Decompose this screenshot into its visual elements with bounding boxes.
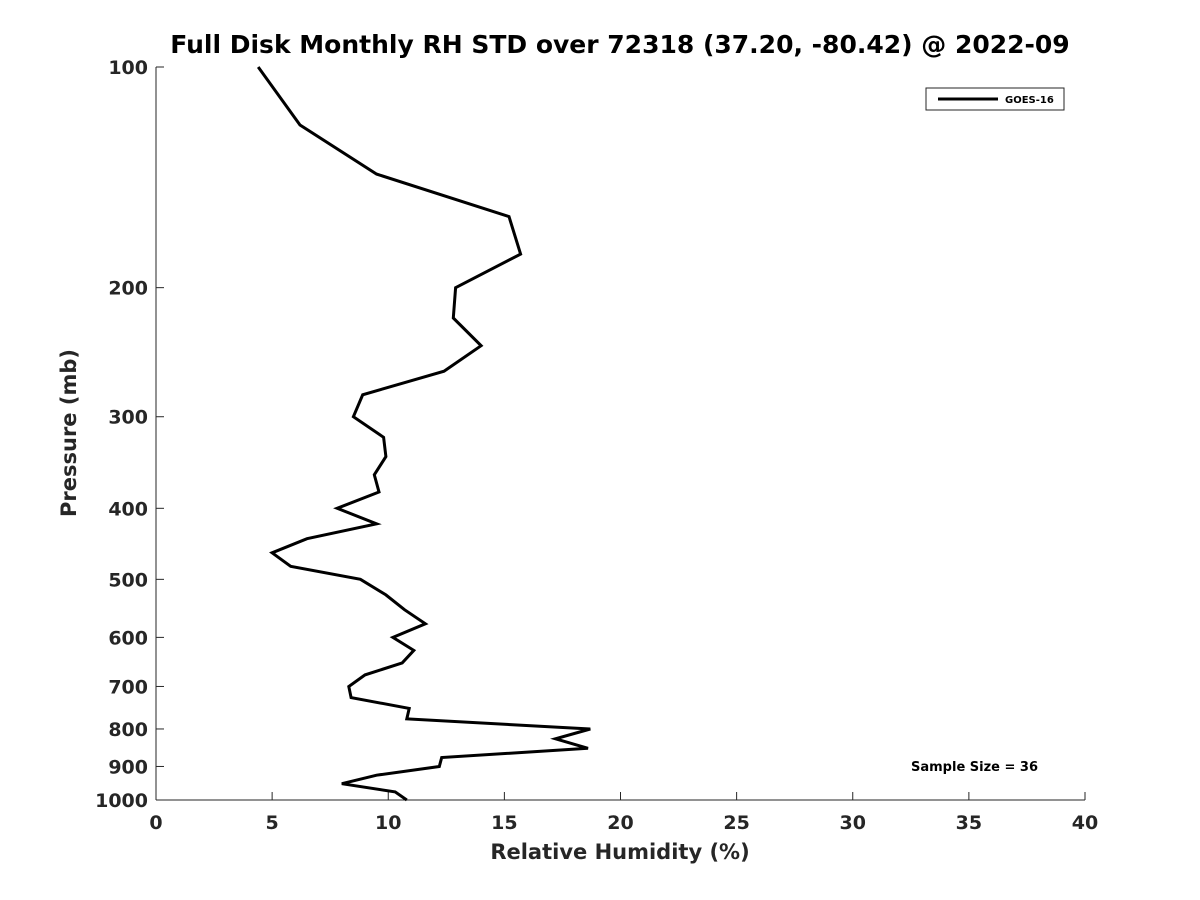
- x-tick-label: 20: [607, 812, 633, 834]
- x-axis-ticks: 0 5 10 15 20 25 30 35 40: [149, 792, 1098, 834]
- y-tick-label: 1000: [95, 790, 148, 812]
- y-tick-label: 600: [108, 627, 148, 649]
- y-tick-label: 200: [108, 278, 148, 300]
- legend-label: GOES-16: [1005, 95, 1054, 106]
- x-tick-label: 30: [840, 812, 866, 834]
- y-tick-label: 500: [108, 569, 148, 591]
- x-tick-label: 40: [1072, 812, 1098, 834]
- x-tick-label: 0: [149, 812, 162, 834]
- legend: GOES-16: [925, 87, 1065, 111]
- x-tick-label: 10: [375, 812, 401, 834]
- y-tick-label: 700: [108, 676, 148, 698]
- y-tick-label: 400: [108, 498, 148, 520]
- chart-title: Full Disk Monthly RH STD over 72318 (37.…: [170, 30, 1069, 59]
- x-tick-label: 15: [491, 812, 517, 834]
- series-line-goes-16: [256, 66, 591, 802]
- x-tick-label: 5: [266, 812, 279, 834]
- y-tick-label: 100: [108, 57, 148, 79]
- x-axis-label: Relative Humidity (%): [490, 840, 749, 864]
- y-tick-label: 900: [108, 756, 148, 778]
- x-tick-label: 25: [723, 812, 749, 834]
- sample-size-annotation: Sample Size = 36: [911, 760, 1038, 775]
- y-tick-label: 800: [108, 719, 148, 741]
- y-tick-label: 300: [108, 407, 148, 429]
- series-group: [256, 66, 591, 802]
- y-axis-ticks: 100 200 300 400 500 600 700 800 900 1000: [95, 57, 164, 812]
- x-tick-label: 35: [956, 812, 982, 834]
- y-axis-label: Pressure (mb): [57, 349, 81, 517]
- plot-area: [156, 67, 1085, 800]
